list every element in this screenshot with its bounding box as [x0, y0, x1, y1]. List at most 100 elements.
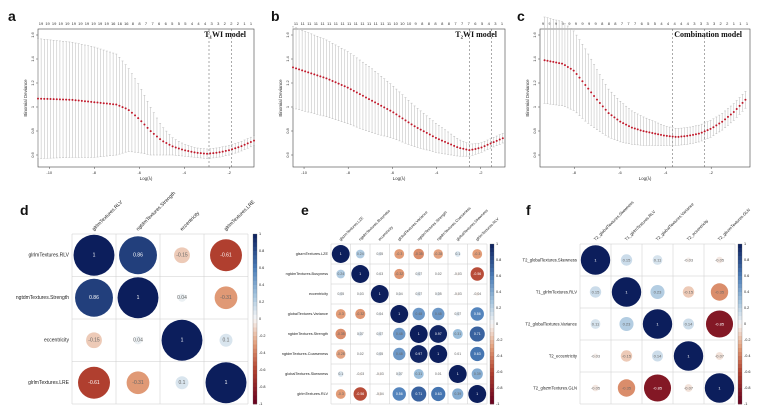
correlation-value: 0.1 — [455, 252, 460, 256]
top-tick-label: 4 — [204, 21, 207, 26]
top-tick-label: 11 — [387, 21, 392, 26]
top-tick-label: 9 — [581, 21, 584, 26]
colorbar-segment — [490, 312, 494, 317]
deviance-point — [495, 139, 498, 142]
top-tick-label: 9 — [575, 21, 578, 26]
deviance-point — [563, 64, 566, 67]
correlation-circle — [355, 308, 366, 320]
deviance-point — [331, 79, 334, 82]
correlation-circle — [175, 376, 189, 390]
deviance-point — [715, 124, 718, 127]
colorbar-tick-label: 0.2 — [496, 306, 501, 310]
correlation-value: 0.14 — [685, 322, 694, 327]
colorbar-segment — [253, 234, 257, 239]
correlation-value: 0.23 — [654, 290, 663, 295]
deviance-point — [440, 139, 443, 142]
correlation-value: -0.3 — [338, 392, 344, 396]
correlation-value: -0.04 — [473, 292, 481, 296]
deviance-point — [422, 130, 425, 133]
correlation-value: 0.07 — [396, 372, 403, 376]
correlation-circle — [377, 312, 382, 316]
correlation-circle — [393, 327, 406, 341]
colorbar-segment — [490, 252, 494, 257]
deviance-point — [668, 135, 671, 138]
row-label: T2_globalTextures.Variance — [525, 322, 577, 327]
correlation-circle — [456, 272, 460, 276]
colorbar-segment — [738, 352, 742, 357]
deviance-point — [593, 95, 596, 98]
correlation-circle — [214, 286, 238, 310]
deviance-point — [692, 133, 695, 136]
deviance-point — [444, 140, 447, 143]
colorbar-segment — [253, 251, 257, 256]
deviance-point — [234, 147, 237, 150]
correlation-value: 0.56 — [474, 312, 481, 316]
colorbar-segment — [253, 293, 257, 299]
colorbar-segment — [490, 324, 494, 329]
correlation-circle — [475, 292, 480, 296]
deviance-point — [555, 61, 558, 64]
deviance-point — [337, 82, 340, 85]
top-tick-label: 11 — [301, 21, 306, 26]
correlation-value: 0.05 — [376, 252, 383, 256]
deviance-point — [358, 93, 361, 96]
top-tick-label: 19 — [98, 21, 103, 26]
colorbar-tick-label: 0.6 — [259, 266, 264, 270]
correlation-circle — [75, 278, 113, 317]
deviance-point — [121, 106, 124, 109]
correlation-circle — [620, 350, 633, 362]
deviance-point — [159, 138, 162, 141]
deviance-point — [221, 150, 224, 153]
deviance-point — [340, 83, 343, 86]
correlation-circle — [413, 369, 424, 379]
deviance-point — [724, 118, 727, 121]
top-tick-label: 5 — [647, 21, 650, 26]
correlation-value: 0.31 — [454, 332, 461, 336]
corr-panel-f: f T2_globalTextures.Skewness T2_globalText… — [523, 200, 752, 406]
correlation-value: -0.15 — [684, 290, 694, 295]
colorbar-segment — [490, 364, 494, 369]
correlation-value: 0.63 — [474, 352, 481, 356]
top-tick-label: 4 — [488, 21, 491, 26]
top-tick-label: 4 — [660, 21, 663, 26]
deviance-point — [683, 135, 686, 138]
deviance-point — [162, 140, 165, 143]
deviance-point — [187, 150, 190, 153]
panel-label: e — [301, 202, 309, 218]
deviance-point — [732, 110, 735, 113]
correlation-value: -0.31 — [220, 295, 232, 301]
top-tick-label: 19 — [85, 21, 90, 26]
correlation-circle — [174, 247, 190, 264]
y-tick-label: 0.8 — [30, 127, 35, 133]
top-tick-label: 11 — [314, 21, 319, 26]
deviance-point — [307, 71, 310, 74]
deviance-point — [404, 119, 407, 122]
correlation-circle — [394, 249, 405, 259]
deviance-point — [77, 99, 80, 102]
deviance-point — [712, 126, 715, 129]
deviance-point — [662, 134, 665, 137]
colorbar-tick-label: 0.4 — [496, 290, 501, 294]
correlation-value: 0.39 — [474, 372, 481, 376]
correlation-circle — [705, 310, 734, 338]
top-tick-label: 8 — [614, 21, 617, 26]
colorbar-tick-label: -0.4 — [259, 351, 266, 355]
correlation-value: -0.3 — [338, 312, 344, 316]
y-tick-label: 1 — [532, 105, 537, 108]
correlation-value: 0.31 — [415, 372, 422, 376]
deviance-point — [587, 87, 590, 90]
row-label: ngtdmTextures.Busyness — [286, 272, 329, 276]
colorbar-segment — [253, 348, 257, 354]
deviance-point — [374, 101, 377, 104]
top-tick-label: 9 — [414, 21, 417, 26]
correlation-circle — [448, 365, 467, 383]
top-tick-label: 9 — [588, 21, 591, 26]
top-tick-label: 8 — [132, 21, 135, 26]
colorbar-segment — [253, 263, 257, 269]
colorbar-segment — [490, 328, 494, 333]
deviance-point — [657, 133, 660, 136]
top-tick-label: 6 — [641, 21, 644, 26]
correlation-circle — [651, 350, 664, 362]
correlation-value: -0.32 — [395, 272, 403, 276]
y-tick-label: 1.6 — [30, 31, 35, 37]
